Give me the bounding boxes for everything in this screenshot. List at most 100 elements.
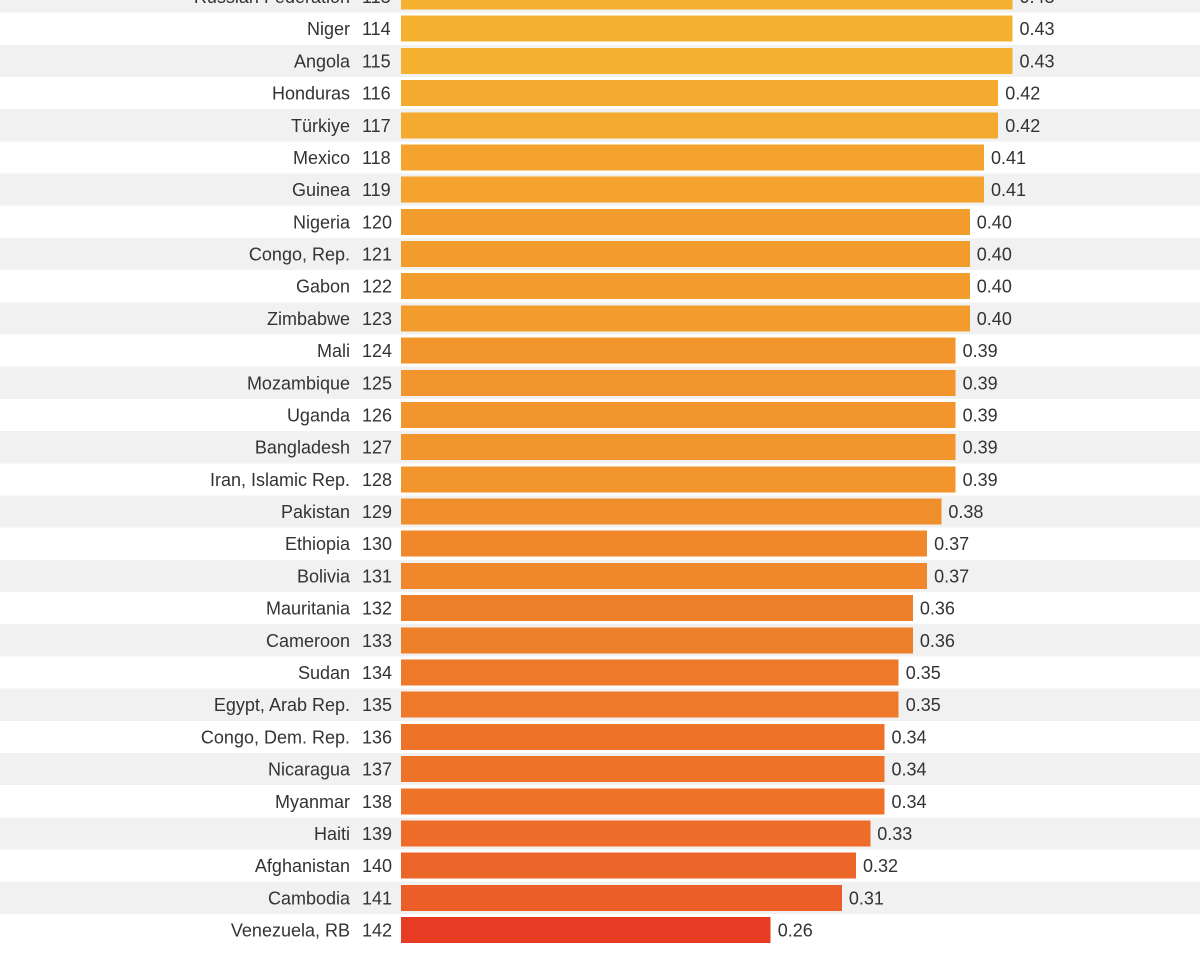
value-label: 0.40 [977,212,1012,232]
rank-label: 123 [362,309,392,329]
bar [401,176,985,203]
bar [401,884,842,911]
country-label: Bangladesh [255,438,350,458]
value-label: 0.39 [963,341,998,361]
bar [401,434,956,461]
bar [401,820,871,847]
country-label: Congo, Rep. [249,245,350,265]
country-label: Cameroon [266,631,350,651]
bar [401,337,956,364]
country-label: Cambodia [268,888,351,908]
country-label: Mali [317,341,350,361]
bar [401,401,956,428]
rank-label: 127 [362,438,392,458]
value-label: 0.42 [1005,116,1040,136]
value-label: 0.35 [906,663,941,683]
rank-label: 134 [362,663,392,683]
labels: Russian Federation 113 0.43 Niger 114 0.43 Ang… [194,0,1055,941]
value-label: 0.41 [991,148,1026,168]
bar [401,112,999,139]
rank-label: 133 [362,631,392,651]
bar [401,15,1013,42]
country-label: Iran, Islamic Rep. [210,470,350,490]
country-label: Nicaragua [268,760,351,780]
rank-label: 132 [362,599,392,619]
rank-label: 122 [362,277,392,297]
rank-label: 119 [362,180,391,200]
rank-label: 125 [362,373,392,393]
country-label: Ethiopia [285,534,351,554]
value-label: 0.40 [977,245,1012,265]
value-label: 0.41 [991,180,1026,200]
bar [401,498,942,525]
rank-label: 131 [362,566,392,586]
bar [401,756,885,783]
rank-label: 138 [362,792,392,812]
bar [401,627,913,654]
value-label: 0.32 [863,856,898,876]
country-label: Nigeria [293,212,351,232]
bar [401,691,899,718]
country-label: Bolivia [297,566,351,586]
bar [401,788,885,815]
bar [401,208,970,235]
value-label: 0.33 [877,824,912,844]
country-label: Venezuela, RB [231,921,350,941]
value-label: 0.38 [948,502,983,522]
bar [401,305,970,332]
value-label: 0.39 [963,405,998,425]
rank-label: 129 [362,502,392,522]
bar [401,80,999,107]
rank-label: 139 [362,824,392,844]
rank-label: 120 [362,212,392,232]
bar [401,530,928,557]
bar [401,917,771,944]
value-label: 0.36 [920,599,955,619]
value-label: 0.26 [778,921,813,941]
rank-label: 126 [362,405,392,425]
value-label: 0.34 [891,727,926,747]
bar [401,466,956,493]
value-label: 0.31 [849,888,884,908]
value-label: 0.37 [934,566,969,586]
value-label: 0.34 [891,760,926,780]
value-label: 0.37 [934,534,969,554]
country-label: Honduras [272,84,350,104]
country-label: Guinea [292,180,351,200]
bar [401,369,956,396]
country-label: Gabon [296,277,350,297]
rank-label: 130 [362,534,392,554]
country-label: Zimbabwe [267,309,350,329]
country-label: Angola [294,51,351,71]
rank-label: 137 [362,760,392,780]
rank-label: 117 [362,116,391,136]
country-label: Türkiye [291,116,350,136]
rank-label: 141 [362,888,392,908]
country-label: Sudan [298,663,350,683]
rank-label: 128 [362,470,392,490]
rank-label: 113 [362,0,391,7]
country-label: Russian Federation [194,0,350,7]
value-label: 0.39 [963,373,998,393]
bar [401,241,970,268]
country-label: Mozambique [247,373,350,393]
rank-label: 114 [362,19,391,39]
country-label: Mexico [293,148,350,168]
value-label: 0.43 [1019,19,1054,39]
value-label: 0.40 [977,277,1012,297]
rank-label: 136 [362,727,392,747]
rank-label: 142 [362,921,392,941]
rank-label: 118 [362,148,391,168]
rank-label: 124 [362,341,392,361]
bar [401,852,857,879]
value-label: 0.39 [963,438,998,458]
bar [401,723,885,750]
country-label: Mauritania [266,599,351,619]
bar [401,0,1013,10]
bar [401,273,970,300]
country-label: Egypt, Arab Rep. [214,695,350,715]
rank-label: 135 [362,695,392,715]
bars [401,0,1013,944]
bar [401,562,928,589]
